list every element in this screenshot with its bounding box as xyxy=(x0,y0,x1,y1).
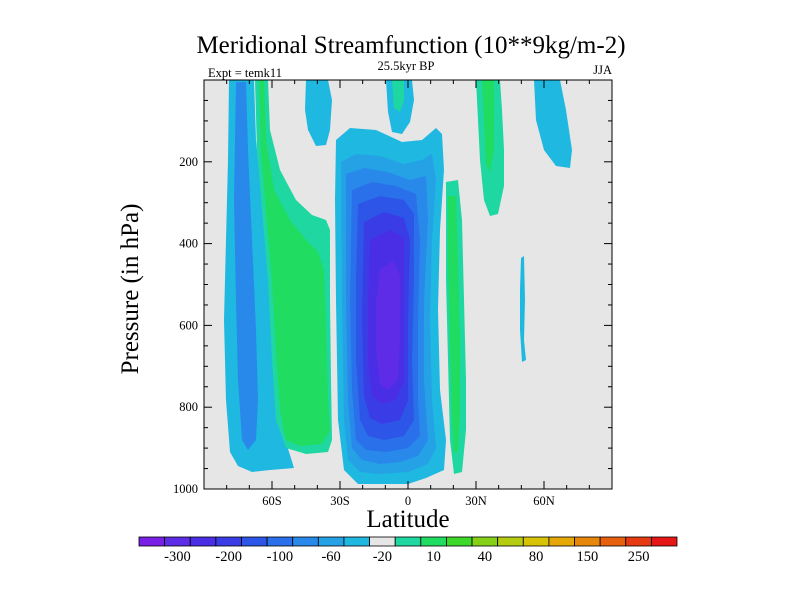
colorbar-label-8: 150 xyxy=(576,549,598,565)
colorbar-swatch-4 xyxy=(241,536,268,547)
contour-cyan-sliver-nh xyxy=(520,256,526,362)
contour-cyan-upper-nh xyxy=(534,80,572,168)
colorbar-swatch-5 xyxy=(266,536,294,547)
colorbar-label-6: 40 xyxy=(478,549,493,565)
contour-hadley-core xyxy=(376,260,400,390)
y-tick-label-0: 200 xyxy=(179,155,198,169)
x-tick-label-2: 0 xyxy=(405,494,411,508)
y-tick-label-2: 600 xyxy=(179,318,198,332)
colorbar-swatch-17 xyxy=(574,536,601,547)
colorbar-label-7: 80 xyxy=(529,549,544,565)
colorbar-swatch-15 xyxy=(522,536,550,547)
colorbar-swatch-10 xyxy=(394,536,422,547)
colorbar-label-3: -60 xyxy=(321,549,340,565)
colorbar-swatch-14 xyxy=(497,536,524,547)
colorbar-swatch-0 xyxy=(138,536,166,547)
y-tick-label-1: 400 xyxy=(179,237,198,251)
contour-green-column-nh xyxy=(448,196,460,454)
contour-green-upper-nh xyxy=(482,80,494,172)
colorbar-swatch-3 xyxy=(215,536,242,547)
colorbar-swatch-13 xyxy=(471,536,499,547)
x-axis-title: Latitude xyxy=(366,506,449,533)
colorbar-labels: -300 -200 -100 -60 -20 10 40 80 150 250 xyxy=(164,549,649,565)
x-tick-label-3: 30N xyxy=(465,494,487,508)
colorbar-swatch-2 xyxy=(189,536,217,547)
colorbar-swatch-16 xyxy=(548,536,575,547)
contour-aqua-upper-eq xyxy=(392,80,404,112)
contour-fields xyxy=(224,80,572,484)
contour-green-sh xyxy=(259,80,330,446)
contour-cyan-upper-sh xyxy=(305,80,332,146)
colorbar-swatch-7 xyxy=(317,536,345,547)
experiment-label: Expt = temk11 xyxy=(208,66,282,80)
x-tick-label-0: 60S xyxy=(262,494,282,508)
colorbar-label-4: -20 xyxy=(373,549,392,565)
colorbar-label-9: 250 xyxy=(628,549,650,565)
season-label: JJA xyxy=(593,63,612,77)
colorbar-label-5: 10 xyxy=(426,549,441,565)
colorbar-swatch-1 xyxy=(164,536,191,547)
colorbar-swatch-18 xyxy=(599,536,627,547)
colorbar-label-0: -300 xyxy=(164,549,191,565)
colorbar-swatch-12 xyxy=(446,536,473,547)
colorbar-label-2: -100 xyxy=(267,549,294,565)
contour-blue-sh xyxy=(234,82,258,450)
x-axis-ticks: 60S 30S 0 30N 60N xyxy=(226,80,590,508)
period-subtitle: 25.5kyr BP xyxy=(378,59,435,73)
colorbar xyxy=(138,536,678,547)
y-axis-title: Pressure (in hPa) xyxy=(117,204,144,375)
x-tick-label-4: 60N xyxy=(533,494,555,508)
y-tick-label-3: 800 xyxy=(179,400,198,414)
y-axis-ticks: 200 400 600 800 1000 xyxy=(173,99,612,496)
x-tick-label-1: 30S xyxy=(330,494,350,508)
colorbar-swatch-9 xyxy=(369,536,396,547)
colorbar-swatch-20 xyxy=(650,536,678,547)
colorbar-swatch-6 xyxy=(292,536,319,547)
chart-title: Meridional Streamfunction (10**9kg/m-2) xyxy=(196,32,625,59)
y-tick-label-4: 1000 xyxy=(173,482,198,496)
colorbar-label-1: -200 xyxy=(215,549,242,565)
colorbar-swatch-11 xyxy=(420,536,447,547)
colorbar-swatch-19 xyxy=(625,536,652,547)
colorbar-swatch-8 xyxy=(343,536,370,547)
